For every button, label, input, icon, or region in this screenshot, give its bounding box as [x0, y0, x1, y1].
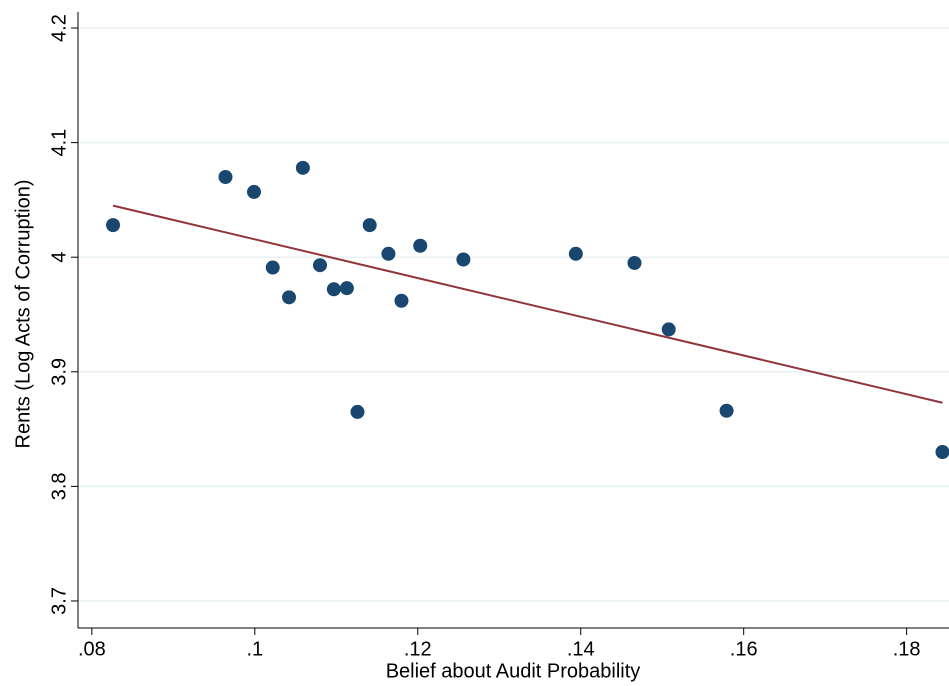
y-tick-label: 4.2: [48, 14, 70, 42]
point: [312, 258, 327, 273]
x-tick-label: .14: [567, 638, 595, 660]
point: [282, 290, 297, 305]
point: [394, 293, 409, 308]
y-tick-label: 3.9: [48, 358, 70, 386]
x-tick-label: .16: [730, 638, 758, 660]
fit-line: [112, 204, 943, 404]
point: [246, 184, 261, 199]
point: [218, 170, 233, 184]
y-tick-label: 4: [48, 252, 70, 263]
point: [295, 160, 310, 175]
y-axis-title: Rents (Log Acts of Corruption): [12, 179, 34, 448]
y-tick-label: 3.8: [48, 472, 70, 500]
x-tick-label: .08: [78, 638, 106, 660]
point: [381, 246, 396, 261]
point: [339, 281, 354, 296]
x-axis-title: Belief about Audit Probability: [386, 660, 641, 682]
point: [661, 322, 676, 337]
point: [935, 445, 949, 459]
point: [106, 218, 121, 233]
point: [568, 246, 583, 261]
y-tick-label: 4.1: [48, 129, 70, 157]
point: [413, 238, 428, 253]
x-tick-label: .18: [893, 638, 921, 660]
point: [719, 403, 734, 418]
point: [456, 252, 471, 267]
point: [326, 282, 341, 297]
point: [627, 255, 642, 270]
x-tick-label: .1: [246, 638, 263, 660]
y-tick-label: 3.7: [48, 587, 70, 615]
point: [265, 260, 280, 275]
point: [350, 404, 365, 419]
x-tick-label: .12: [404, 638, 432, 660]
point: [362, 218, 377, 233]
